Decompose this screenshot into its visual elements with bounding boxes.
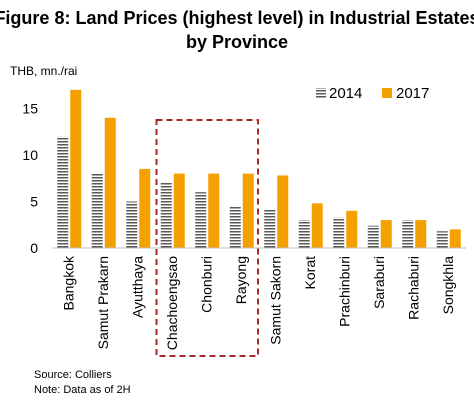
bar-2014: [264, 208, 276, 248]
legend-swatch-2014: [316, 88, 326, 98]
y-tick-label: 15: [22, 101, 38, 117]
chart-title-line-2: by Province: [186, 32, 288, 52]
legend: 2014 2017: [316, 85, 429, 102]
x-tick-label: Samut Sakorn: [267, 256, 283, 345]
x-tick-label: Songkhla: [440, 256, 456, 315]
data-note: Note: Data as of 2H: [34, 384, 131, 396]
bar-2017: [277, 175, 289, 248]
x-tick-label: Samut Prakarn: [95, 256, 111, 349]
bar-2017: [208, 173, 220, 248]
bar-2017: [380, 220, 392, 248]
bar-2017: [139, 168, 151, 248]
bar-2017: [173, 173, 185, 248]
bar-2014: [229, 206, 241, 248]
y-tick-label: 10: [22, 147, 38, 163]
x-tick-label: Prachinburi: [336, 256, 352, 327]
legend-label-2017: 2017: [396, 85, 429, 102]
bar-2017: [346, 210, 358, 248]
bar-2017: [415, 220, 427, 248]
bar-2017: [449, 229, 461, 248]
bar-2017: [70, 89, 82, 249]
bar-2014: [402, 220, 414, 248]
x-tick-label: Rayong: [233, 256, 249, 304]
x-tick-label: Bangkok: [60, 255, 76, 310]
bar-2014: [333, 217, 345, 248]
x-tick-label: Chachoengsao: [164, 256, 180, 350]
bar-2014: [298, 220, 310, 248]
bar-2017: [104, 117, 116, 248]
source-note: Source: Colliers: [34, 369, 112, 381]
x-tick-label: Korat: [302, 256, 318, 290]
bar-2014: [195, 192, 207, 248]
legend-swatch-2017: [382, 88, 392, 98]
bar-2014: [57, 136, 69, 248]
bar-2014: [126, 201, 138, 248]
x-tick-label: Chonburi: [198, 256, 214, 313]
y-tick-label: 5: [30, 194, 38, 210]
x-tick-label: Ayutthaya: [129, 256, 145, 318]
bar-2014: [160, 182, 172, 248]
bar-2014: [367, 225, 379, 248]
x-axis-labels: Bangkok Samut Prakarn Ayutthaya Chachoengsa…: [60, 255, 456, 350]
x-tick-label: Rachaburi: [405, 256, 421, 320]
legend-label-2014: 2014: [329, 85, 362, 102]
bar-2014: [436, 231, 448, 248]
x-tick-label: Saraburi: [371, 256, 387, 309]
bars: [57, 89, 461, 249]
chart-title-line-1: Figure 8: Land Prices (highest level) in…: [0, 8, 474, 28]
y-axis-unit-label: THB, mn./rai: [10, 64, 77, 78]
bar-2014: [91, 173, 103, 248]
bar-2017: [242, 173, 254, 248]
y-axis-ticks: 0 5 10 15: [22, 101, 38, 257]
highlight-box: [155, 119, 259, 357]
bar-2017: [311, 203, 323, 248]
y-tick-label: 0: [30, 240, 38, 256]
